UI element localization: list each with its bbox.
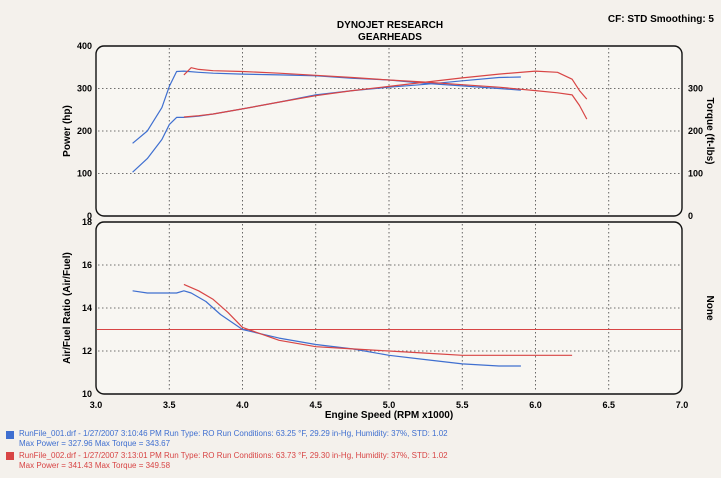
- bottom-grid: [98, 224, 680, 392]
- top-y-right-tick-label: 100: [688, 169, 703, 179]
- top-y-tick-label: 300: [77, 84, 92, 94]
- top-y-right-tick-label: 0: [688, 211, 693, 221]
- bottom-y-tick-label: 14: [82, 303, 92, 313]
- top-tick-labels: 0 100 200 300 400 0 100 200 300: [77, 41, 703, 221]
- bottom-y-tick-label: 10: [82, 389, 92, 399]
- bottom-y-tick-label: 16: [82, 260, 92, 270]
- legend-swatch-run1: [6, 431, 14, 439]
- bottom-series-line-afr-run2: [183, 283, 573, 356]
- top-y-right-axis-label: Torque (ft-lbs): [704, 97, 715, 164]
- bottom-y-tick-label: 12: [82, 346, 92, 356]
- bottom-x-tick-label: 7.0: [676, 400, 689, 410]
- bottom-tick-labels: 10 12 14 16 18 3.0 3.5 4.0 4.5 5.0 5.5 6.0 6.5 7.0: [82, 217, 688, 410]
- bottom-x-tick-label: 4.5: [309, 400, 322, 410]
- bottom-x-tick-label: 3.5: [163, 400, 176, 410]
- top-y-tick-label: 400: [77, 41, 92, 51]
- top-series-line-torque-run1: [132, 70, 521, 144]
- bottom-series-line-afr-run1: [132, 290, 521, 367]
- top-y-tick-label: 200: [77, 126, 92, 136]
- top-y-tick-label: 100: [77, 169, 92, 179]
- legend-run2-max: Max Power = 341.43 Max Torque = 349.58: [19, 461, 171, 470]
- bottom-x-tick-label: 4.0: [236, 400, 249, 410]
- legend-swatch-run2: [6, 452, 14, 460]
- header-title: DYNOJET RESEARCH: [337, 20, 443, 31]
- bottom-x-tick-label: 3.0: [90, 400, 103, 410]
- bottom-x-tick-label: 6.5: [602, 400, 615, 410]
- top-y-axis-label: Power (hp): [62, 105, 73, 157]
- bottom-x-tick-label: 5.0: [383, 400, 396, 410]
- power-torque-panel: 0 100 200 300 400 0 100 200 300 Power (hp) Torqu…: [62, 41, 715, 221]
- bottom-series: [97, 283, 681, 367]
- legend-run1-max: Max Power = 327.96 Max Torque = 343.67: [19, 439, 171, 448]
- legend-run2-info: RunFile_002.drf - 1/27/2007 3:13:01 PM R…: [19, 451, 448, 460]
- top-y-right-tick-label: 200: [688, 126, 703, 136]
- legend-run1-info: RunFile_001.drf - 1/27/2007 3:10:46 PM R…: [19, 429, 448, 438]
- bottom-x-tick-label: 6.0: [529, 400, 542, 410]
- top-series-line-power-run2: [183, 70, 588, 118]
- bottom-y-right-axis-label: None: [704, 296, 715, 321]
- air-fuel-panel: 10 12 14 16 18 3.0 3.5 4.0 4.5 5.0 5.5 6.0 6.5 7.0 Ai…: [62, 217, 715, 421]
- top-y-right-tick-label: 300: [688, 84, 703, 94]
- legend: RunFile_001.drf - 1/27/2007 3:10:46 PM R…: [6, 429, 448, 470]
- header-subtitle: GEARHEADS: [358, 32, 422, 43]
- header-settings: CF: STD Smoothing: 5: [608, 14, 715, 25]
- top-grid: [98, 48, 680, 214]
- top-series-line-torque-run2: [183, 67, 588, 120]
- top-series: [132, 67, 588, 173]
- x-axis-label: Engine Speed (RPM x1000): [325, 410, 453, 421]
- bottom-y-tick-label: 18: [82, 217, 92, 227]
- bottom-x-tick-label: 5.5: [456, 400, 469, 410]
- top-y-tick-label: 0: [87, 211, 92, 221]
- bottom-y-axis-label: Air/Fuel Ratio (Air/Fuel): [62, 252, 73, 364]
